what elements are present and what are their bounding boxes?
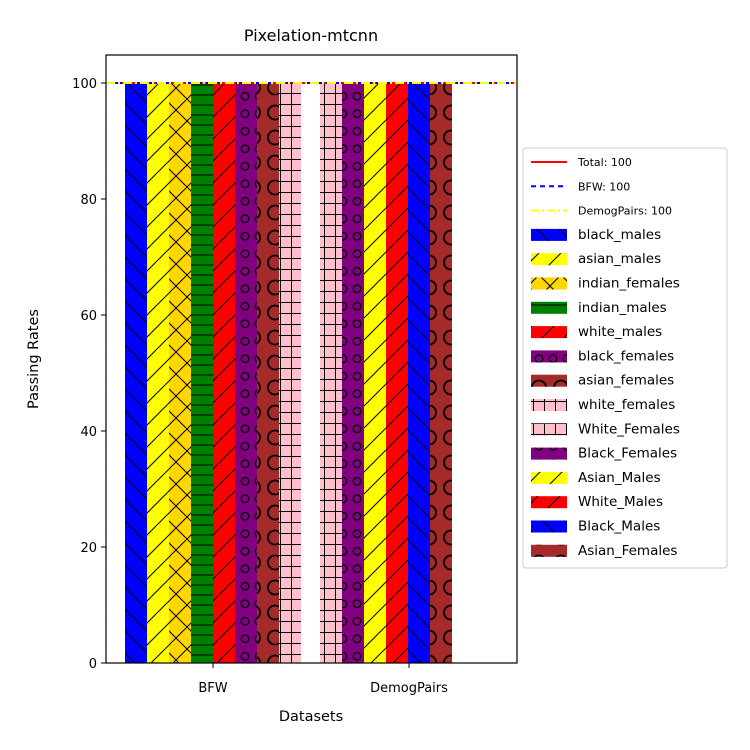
- legend-label: indian_females: [578, 276, 680, 292]
- y-tick-label: 60: [80, 309, 97, 324]
- legend-swatch-hatch: [531, 350, 567, 363]
- legend-label: DemogPairs: 100: [578, 205, 672, 218]
- legend-label: White_Females: [578, 421, 680, 437]
- bar-hatch-white_females: [279, 83, 301, 663]
- bar-hatch-indian_females: [169, 83, 191, 663]
- legend-swatch-hatch: [531, 471, 567, 484]
- y-tick-label: 100: [72, 77, 97, 92]
- legend-label: asian_males: [578, 251, 661, 267]
- y-tick-label: 80: [80, 193, 97, 208]
- legend-label: indian_males: [578, 300, 667, 316]
- legend-box: [522, 147, 728, 569]
- bar-hatch-black_females: [235, 83, 257, 663]
- bar-hatch-asian_males: [147, 83, 169, 663]
- legend-swatch-hatch: [531, 277, 567, 290]
- bar-hatch-Black_Females: [342, 83, 364, 663]
- axes-frame: [105, 54, 518, 664]
- bar-hatch-indian_males: [191, 83, 213, 663]
- legend-label: white_females: [578, 397, 675, 413]
- x-tick-label: DemogPairs: [370, 681, 448, 696]
- legend-swatch-hatch: [531, 374, 567, 387]
- legend-swatch-hatch: [531, 496, 567, 509]
- legend-label: black_males: [578, 227, 661, 243]
- y-tick-label: 20: [80, 541, 97, 556]
- y-axis: 0 20 40 60 80 100: [72, 77, 106, 672]
- y-axis-label: Passing Rates: [26, 309, 42, 409]
- legend-label: black_females: [578, 348, 674, 364]
- bar-hatch-Black_Males: [408, 83, 430, 663]
- legend-label: Black_Males: [578, 519, 660, 535]
- legend-swatch-hatch: [531, 399, 567, 411]
- legend-swatch-hatch: [531, 253, 567, 266]
- legend-label: white_males: [578, 324, 662, 340]
- legend-label: Asian_Females: [578, 543, 677, 559]
- legend-label: Black_Females: [578, 446, 677, 462]
- legend-swatch-hatch: [531, 326, 567, 339]
- bar-hatch-Asian_Females: [430, 83, 452, 663]
- bar-hatch-Asian_Males: [364, 83, 386, 663]
- bar-hatch-White_Females: [320, 83, 342, 663]
- bar-hatch-black_males: [125, 83, 147, 663]
- legend-label: Asian_Males: [578, 470, 661, 486]
- bars-group: [125, 83, 452, 663]
- bar-hatch-White_Males: [386, 83, 408, 663]
- legend-label: asian_females: [578, 373, 674, 389]
- x-axis: BFW DemogPairs: [198, 663, 448, 696]
- legend-label: BFW: 100: [578, 180, 630, 193]
- legend-swatch-hatch: [531, 301, 567, 314]
- legend-swatch-hatch: [531, 544, 567, 557]
- legend-swatch-hatch: [531, 447, 567, 460]
- y-tick-label: 40: [80, 425, 97, 440]
- legend-label: Total: 100: [577, 156, 632, 169]
- bar-hatch-asian_females: [257, 83, 279, 663]
- bar-hatch-white_males: [213, 83, 235, 663]
- legend-label: White_Males: [578, 494, 663, 510]
- chart-title: Pixelation-mtcnn: [244, 26, 378, 45]
- y-tick-label: 0: [89, 657, 97, 672]
- legend-swatch-hatch: [531, 423, 567, 436]
- x-tick-label: BFW: [198, 681, 227, 696]
- x-axis-label: Datasets: [279, 709, 343, 725]
- legend: Total: 100 BFW: 100 DemogPairs: 100 black_m…: [522, 147, 728, 569]
- legend-swatch-hatch: [531, 228, 567, 241]
- legend-swatch-hatch: [531, 520, 567, 533]
